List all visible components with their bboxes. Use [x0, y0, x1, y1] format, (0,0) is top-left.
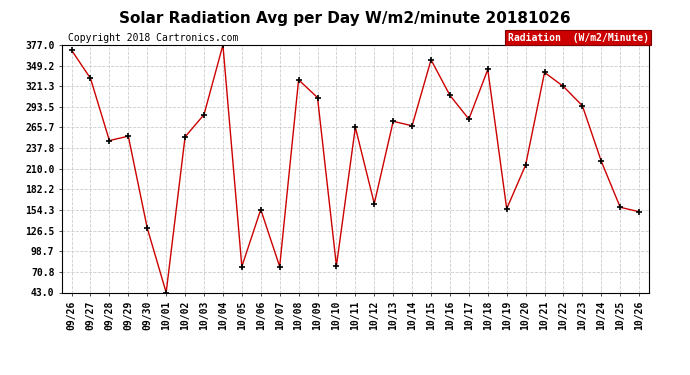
Text: Solar Radiation Avg per Day W/m2/minute 20181026: Solar Radiation Avg per Day W/m2/minute … — [119, 11, 571, 26]
Text: Copyright 2018 Cartronics.com: Copyright 2018 Cartronics.com — [68, 33, 238, 42]
Text: Radiation  (W/m2/Minute): Radiation (W/m2/Minute) — [508, 33, 649, 42]
